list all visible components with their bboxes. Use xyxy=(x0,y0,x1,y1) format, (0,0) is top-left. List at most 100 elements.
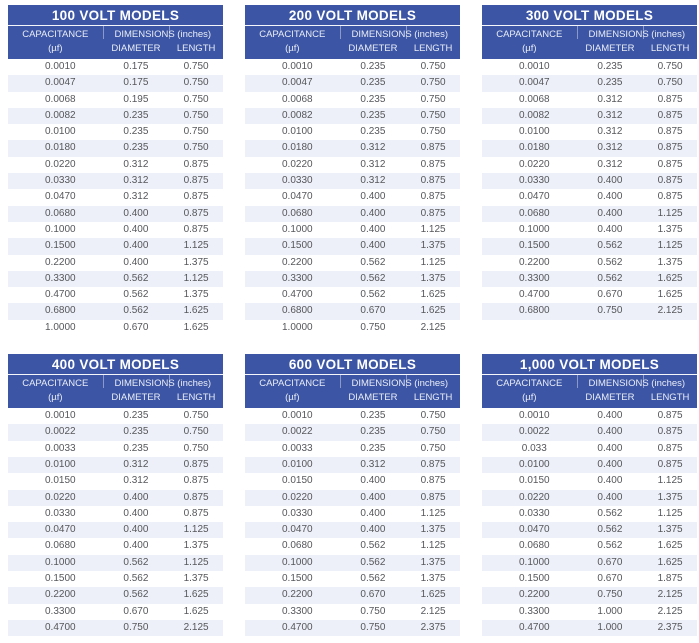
dimensions-header: DIMENSIONS (inches) xyxy=(114,378,212,390)
table-header: 200 VOLT MODELS CAPACITANCE DIMENSIONS (… xyxy=(245,5,460,59)
diameter-cell: 0.562 xyxy=(360,289,386,301)
length-cell: 0.875 xyxy=(183,458,209,470)
table-header: 1,000 VOLT MODELS CAPACITANCE DIMENSIONS… xyxy=(482,354,697,409)
length-cell: 2.125 xyxy=(183,621,209,633)
capacitance-unit-header: (µf) xyxy=(522,392,537,404)
diameter-cell: 0.400 xyxy=(597,442,623,454)
table-row: 0.0180 0.235 0.750 xyxy=(8,140,223,157)
diameter-cell: 0.562 xyxy=(360,556,386,568)
capacitance-cell: 0.3300 xyxy=(282,272,313,284)
length-cell: 1.375 xyxy=(183,573,209,585)
table-row: 0.0680 0.562 1.625 xyxy=(482,538,697,554)
length-cell: 1.125 xyxy=(657,207,683,219)
diameter-cell: 0.400 xyxy=(123,207,149,219)
length-cell: 1.375 xyxy=(420,556,446,568)
capacitance-cell: 0.6800 xyxy=(282,305,313,317)
table-row: 0.0470 0.400 1.125 xyxy=(8,522,223,539)
table-row: 0.0150 0.400 0.875 xyxy=(245,473,460,489)
capacitance-cell: 1.0000 xyxy=(45,321,76,333)
diameter-cell: 0.400 xyxy=(360,240,386,252)
length-cell: 1.625 xyxy=(183,589,209,601)
diameter-cell: 0.750 xyxy=(360,621,386,633)
diameter-cell: 0.562 xyxy=(360,540,386,552)
diameter-cell: 0.562 xyxy=(123,272,149,284)
capacitance-cell: 0.2200 xyxy=(282,256,313,268)
length-cell: 1.125 xyxy=(420,507,446,519)
length-cell: 0.750 xyxy=(183,77,209,89)
volt-table: 400 VOLT MODELS CAPACITANCE DIMENSIONS (… xyxy=(8,354,223,637)
table-row: 0.1500 0.400 1.375 xyxy=(245,238,460,255)
table-row: 0.1500 0.562 1.375 xyxy=(245,571,460,587)
table-row: 0.4700 0.562 1.625 xyxy=(245,287,460,303)
table-row: 0.0022 0.400 0.875 xyxy=(482,424,697,441)
table-row: 0.3300 0.562 1.625 xyxy=(482,270,697,288)
capacitance-cell: 0.0330 xyxy=(519,507,550,519)
diameter-cell: 0.562 xyxy=(597,256,623,268)
capacitance-cell: 0.0082 xyxy=(282,109,313,121)
length-cell: 2.375 xyxy=(657,621,683,633)
diameter-cell: 0.400 xyxy=(597,207,623,219)
diameter-cell: 0.400 xyxy=(597,191,623,203)
table-row: 0.1000 0.562 1.125 xyxy=(8,554,223,572)
capacitance-cell: 0.0068 xyxy=(519,93,550,105)
capacitance-cell: 0.0100 xyxy=(45,458,76,470)
diameter-cell: 1.000 xyxy=(597,605,623,617)
diameter-cell: 0.562 xyxy=(360,573,386,585)
capacitance-cell: 0.0010 xyxy=(282,410,313,422)
table-row: 0.1500 0.562 1.375 xyxy=(8,571,223,587)
dimensions-header: DIMENSIONS (inches) xyxy=(351,29,449,40)
diameter-cell: 0.670 xyxy=(597,573,623,585)
capacitance-cell: 0.0047 xyxy=(282,77,313,89)
diameter-cell: 0.235 xyxy=(123,142,149,154)
diameter-cell: 0.562 xyxy=(123,556,149,568)
table-column-headers: CAPACITANCE DIMENSIONS (inches) (µf) DIA… xyxy=(8,375,223,409)
diameter-cell: 0.562 xyxy=(123,589,149,601)
diameter-cell: 0.235 xyxy=(360,109,386,121)
diameter-cell: 0.750 xyxy=(360,321,386,333)
table-header: 100 VOLT MODELS CAPACITANCE DIMENSIONS (… xyxy=(8,5,223,59)
diameter-cell: 0.400 xyxy=(123,223,149,235)
diameter-cell: 0.670 xyxy=(123,321,149,333)
capacitance-cell: 0.0680 xyxy=(282,540,313,552)
table-row: 0.0470 0.400 0.875 xyxy=(245,189,460,205)
diameter-cell: 0.312 xyxy=(360,175,386,187)
diameter-cell: 0.400 xyxy=(597,475,623,487)
table-title: 100 VOLT MODELS xyxy=(8,5,223,26)
diameter-cell: 0.400 xyxy=(597,223,623,235)
length-cell: 0.875 xyxy=(420,158,446,170)
table-row: 0.0100 0.312 0.875 xyxy=(482,124,697,140)
length-cell: 0.750 xyxy=(183,442,209,454)
table-row: 0.1000 0.670 1.625 xyxy=(482,554,697,572)
table-row: 0.1000 0.400 0.875 xyxy=(8,222,223,238)
capacitance-cell: 0.2200 xyxy=(519,589,550,601)
column-header-row-2: (µf) DIAMETER LENGTH xyxy=(482,391,697,405)
capacitance-cell: 0.1500 xyxy=(282,573,313,585)
capacitance-unit-header: (µf) xyxy=(522,43,537,54)
capacitance-cell: 0.0010 xyxy=(45,410,76,422)
diameter-cell: 0.400 xyxy=(360,207,386,219)
table-row: 0.0100 0.400 0.875 xyxy=(482,456,697,474)
table-row: 0.1000 0.400 1.375 xyxy=(482,222,697,238)
length-cell: 1.125 xyxy=(657,507,683,519)
capacitance-cell: 0.0470 xyxy=(282,191,313,203)
table-body: 0.0010 0.235 0.750 0.0022 0.235 0.750 0.… xyxy=(245,408,460,637)
capacitance-cell: 0.1500 xyxy=(45,240,76,252)
table-row: 0.0082 0.235 0.750 xyxy=(245,107,460,125)
table-row: 0.0180 0.312 0.875 xyxy=(245,140,460,157)
capacitance-cell: 0.0022 xyxy=(45,426,76,438)
table-row: 0.0100 0.235 0.750 xyxy=(245,124,460,140)
length-cell: 2.125 xyxy=(657,605,683,617)
capacitance-cell: 0.0010 xyxy=(519,410,550,422)
length-header: LENGTH xyxy=(650,43,690,54)
column-separator xyxy=(643,375,645,389)
diameter-header: DIAMETER xyxy=(111,43,161,54)
diameter-cell: 0.175 xyxy=(123,77,149,89)
length-cell: 2.125 xyxy=(657,305,683,317)
table-row: 0.0010 0.400 0.875 xyxy=(482,408,697,424)
capacitance-cell: 0.0220 xyxy=(282,158,313,170)
table-row: 0.1500 0.670 1.875 xyxy=(482,571,697,587)
capacitance-cell: 0.0100 xyxy=(282,126,313,138)
table-column-headers: CAPACITANCE DIMENSIONS (inches) (µf) DIA… xyxy=(245,26,460,59)
table-row: 0.0010 0.175 0.750 xyxy=(8,59,223,75)
capacitance-cell: 0.1000 xyxy=(45,556,76,568)
